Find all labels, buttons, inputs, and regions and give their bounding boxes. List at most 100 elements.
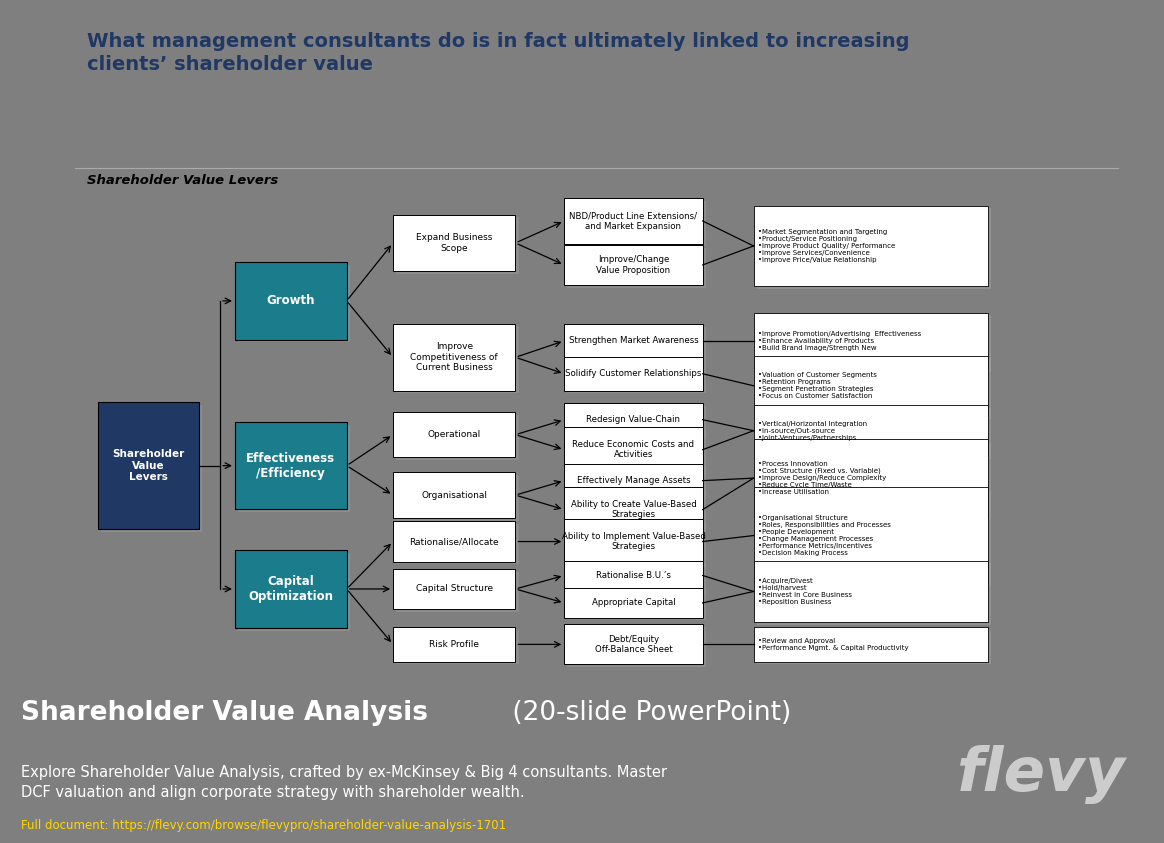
Text: Reduce Economic Costs and
Activities: Reduce Economic Costs and Activities: [573, 440, 695, 459]
Bar: [757, 563, 991, 625]
Text: Full document: https://flevy.com/browse/flevypro/shareholder-value-analysis-1701: Full document: https://flevy.com/browse/…: [21, 819, 506, 831]
Text: Shareholder Value Levers: Shareholder Value Levers: [87, 175, 278, 187]
Text: Shareholder Value Analysis: Shareholder Value Analysis: [21, 700, 428, 726]
Bar: [396, 572, 519, 612]
Bar: [567, 591, 705, 620]
Bar: [235, 422, 347, 509]
Bar: [567, 563, 705, 593]
Text: Rationalise/Allocate: Rationalise/Allocate: [410, 537, 499, 546]
Bar: [565, 518, 703, 564]
Text: Appropriate Capital: Appropriate Capital: [591, 599, 675, 608]
Bar: [757, 442, 991, 519]
Text: •Improve Promotion/Advertising  Effectiveness
•Enhance Availability of Products
: •Improve Promotion/Advertising Effective…: [758, 330, 921, 351]
Text: flevy: flevy: [957, 745, 1127, 804]
Bar: [565, 625, 703, 664]
Text: Shareholder
Value
Levers: Shareholder Value Levers: [112, 449, 185, 482]
Bar: [567, 627, 705, 667]
Bar: [753, 356, 988, 416]
Text: Capital Structure: Capital Structure: [416, 584, 492, 593]
Text: Effectively Manage Assets: Effectively Manage Assets: [576, 476, 690, 485]
Text: Explore Shareholder Value Analysis, crafted by ex-McKinsey & Big 4 consultants. : Explore Shareholder Value Analysis, craf…: [21, 765, 667, 800]
Text: •Vertical/Horizontal Integration
•In-source/Out-source
•Joint-Ventures/Partnersh: •Vertical/Horizontal Integration •In-sou…: [758, 421, 867, 441]
Bar: [753, 561, 988, 622]
Bar: [753, 405, 988, 456]
Bar: [567, 430, 705, 475]
Bar: [565, 357, 703, 390]
Bar: [393, 472, 516, 518]
Text: Debt/Equity
Off-Balance Sheet: Debt/Equity Off-Balance Sheet: [595, 635, 673, 654]
Bar: [567, 490, 705, 535]
Bar: [393, 412, 516, 458]
Text: Capital
Optimization: Capital Optimization: [248, 575, 333, 603]
Text: •Market Segmentation and Targeting
•Product/Service Positioning
•Improve Product: •Market Segmentation and Targeting •Prod…: [758, 229, 895, 263]
Bar: [753, 206, 988, 286]
Text: Rationalise B.U.’s: Rationalise B.U.’s: [596, 571, 670, 580]
Text: Ability to Implement Value-Based
Strategies: Ability to Implement Value-Based Strateg…: [561, 532, 705, 551]
Bar: [396, 217, 519, 274]
Text: Organisational: Organisational: [421, 491, 488, 500]
Text: •Review and Approval
•Performance Mgmt. & Capital Productivity: •Review and Approval •Performance Mgmt. …: [758, 638, 908, 651]
Text: Operational: Operational: [427, 430, 481, 439]
Bar: [567, 522, 705, 567]
Bar: [393, 522, 516, 561]
Bar: [239, 265, 350, 342]
Bar: [98, 402, 199, 529]
Bar: [565, 324, 703, 357]
Bar: [753, 487, 988, 584]
Bar: [757, 315, 991, 372]
Text: Solidify Customer Relationships: Solidify Customer Relationships: [566, 369, 702, 379]
Bar: [393, 215, 516, 271]
Bar: [396, 475, 519, 521]
Bar: [753, 313, 988, 369]
Text: •Organisational Structure
•Roles, Responsibilities and Processes
•People Develop: •Organisational Structure •Roles, Respon…: [758, 515, 890, 556]
Bar: [565, 198, 703, 244]
Bar: [235, 262, 347, 340]
Bar: [565, 464, 703, 497]
Bar: [396, 326, 519, 394]
Bar: [565, 561, 703, 590]
Bar: [757, 208, 991, 289]
Bar: [235, 550, 347, 628]
Text: Improve/Change
Value Proposition: Improve/Change Value Proposition: [596, 255, 670, 275]
Bar: [757, 490, 991, 587]
Text: •Process Innovation
•Cost Structure (Fixed vs. Variable)
•Improve Design/Reduce : •Process Innovation •Cost Structure (Fix…: [758, 461, 886, 496]
Bar: [101, 405, 203, 532]
Bar: [565, 588, 703, 618]
Bar: [567, 201, 705, 246]
Bar: [393, 569, 516, 609]
Bar: [757, 630, 991, 664]
Text: (20-slide PowerPoint): (20-slide PowerPoint): [504, 700, 792, 726]
Bar: [396, 630, 519, 664]
Text: Effectiveness
/Efficiency: Effectiveness /Efficiency: [247, 452, 335, 480]
Text: Strengthen Market Awareness: Strengthen Market Awareness: [568, 336, 698, 346]
Bar: [239, 553, 350, 631]
Text: Risk Profile: Risk Profile: [430, 640, 480, 649]
Bar: [567, 360, 705, 393]
Bar: [565, 427, 703, 472]
Text: •Acquire/Divest
•Hold/harvest
•Reinvest in Core Business
•Reposition Business: •Acquire/Divest •Hold/harvest •Reinvest …: [758, 578, 852, 605]
Text: Growth: Growth: [267, 294, 315, 308]
Bar: [565, 486, 703, 533]
Bar: [393, 627, 516, 662]
Text: Expand Business
Scope: Expand Business Scope: [416, 234, 492, 253]
Bar: [567, 405, 705, 439]
Bar: [239, 425, 350, 512]
Bar: [567, 327, 705, 360]
Bar: [753, 627, 988, 662]
Bar: [396, 524, 519, 564]
Bar: [753, 439, 988, 517]
Text: Improve
Competitiveness of
Current Business: Improve Competitiveness of Current Busin…: [411, 342, 498, 373]
Text: •Valuation of Customer Segments
•Retention Programs
•Segment Penetration Strateg: •Valuation of Customer Segments •Retenti…: [758, 373, 876, 400]
Bar: [757, 408, 991, 459]
Bar: [757, 358, 991, 419]
Bar: [567, 466, 705, 500]
Bar: [396, 415, 519, 460]
Text: Redesign Value-Chain: Redesign Value-Chain: [587, 416, 681, 424]
Text: Ability to Create Value-Based
Strategies: Ability to Create Value-Based Strategies: [570, 500, 696, 519]
Bar: [565, 403, 703, 437]
Bar: [565, 244, 703, 285]
Text: NBD/Product Line Extensions/
and Market Expansion: NBD/Product Line Extensions/ and Market …: [569, 212, 697, 231]
Bar: [567, 248, 705, 287]
Text: What management consultants do is in fact ultimately linked to increasing
client: What management consultants do is in fac…: [87, 31, 910, 74]
Bar: [393, 324, 516, 391]
